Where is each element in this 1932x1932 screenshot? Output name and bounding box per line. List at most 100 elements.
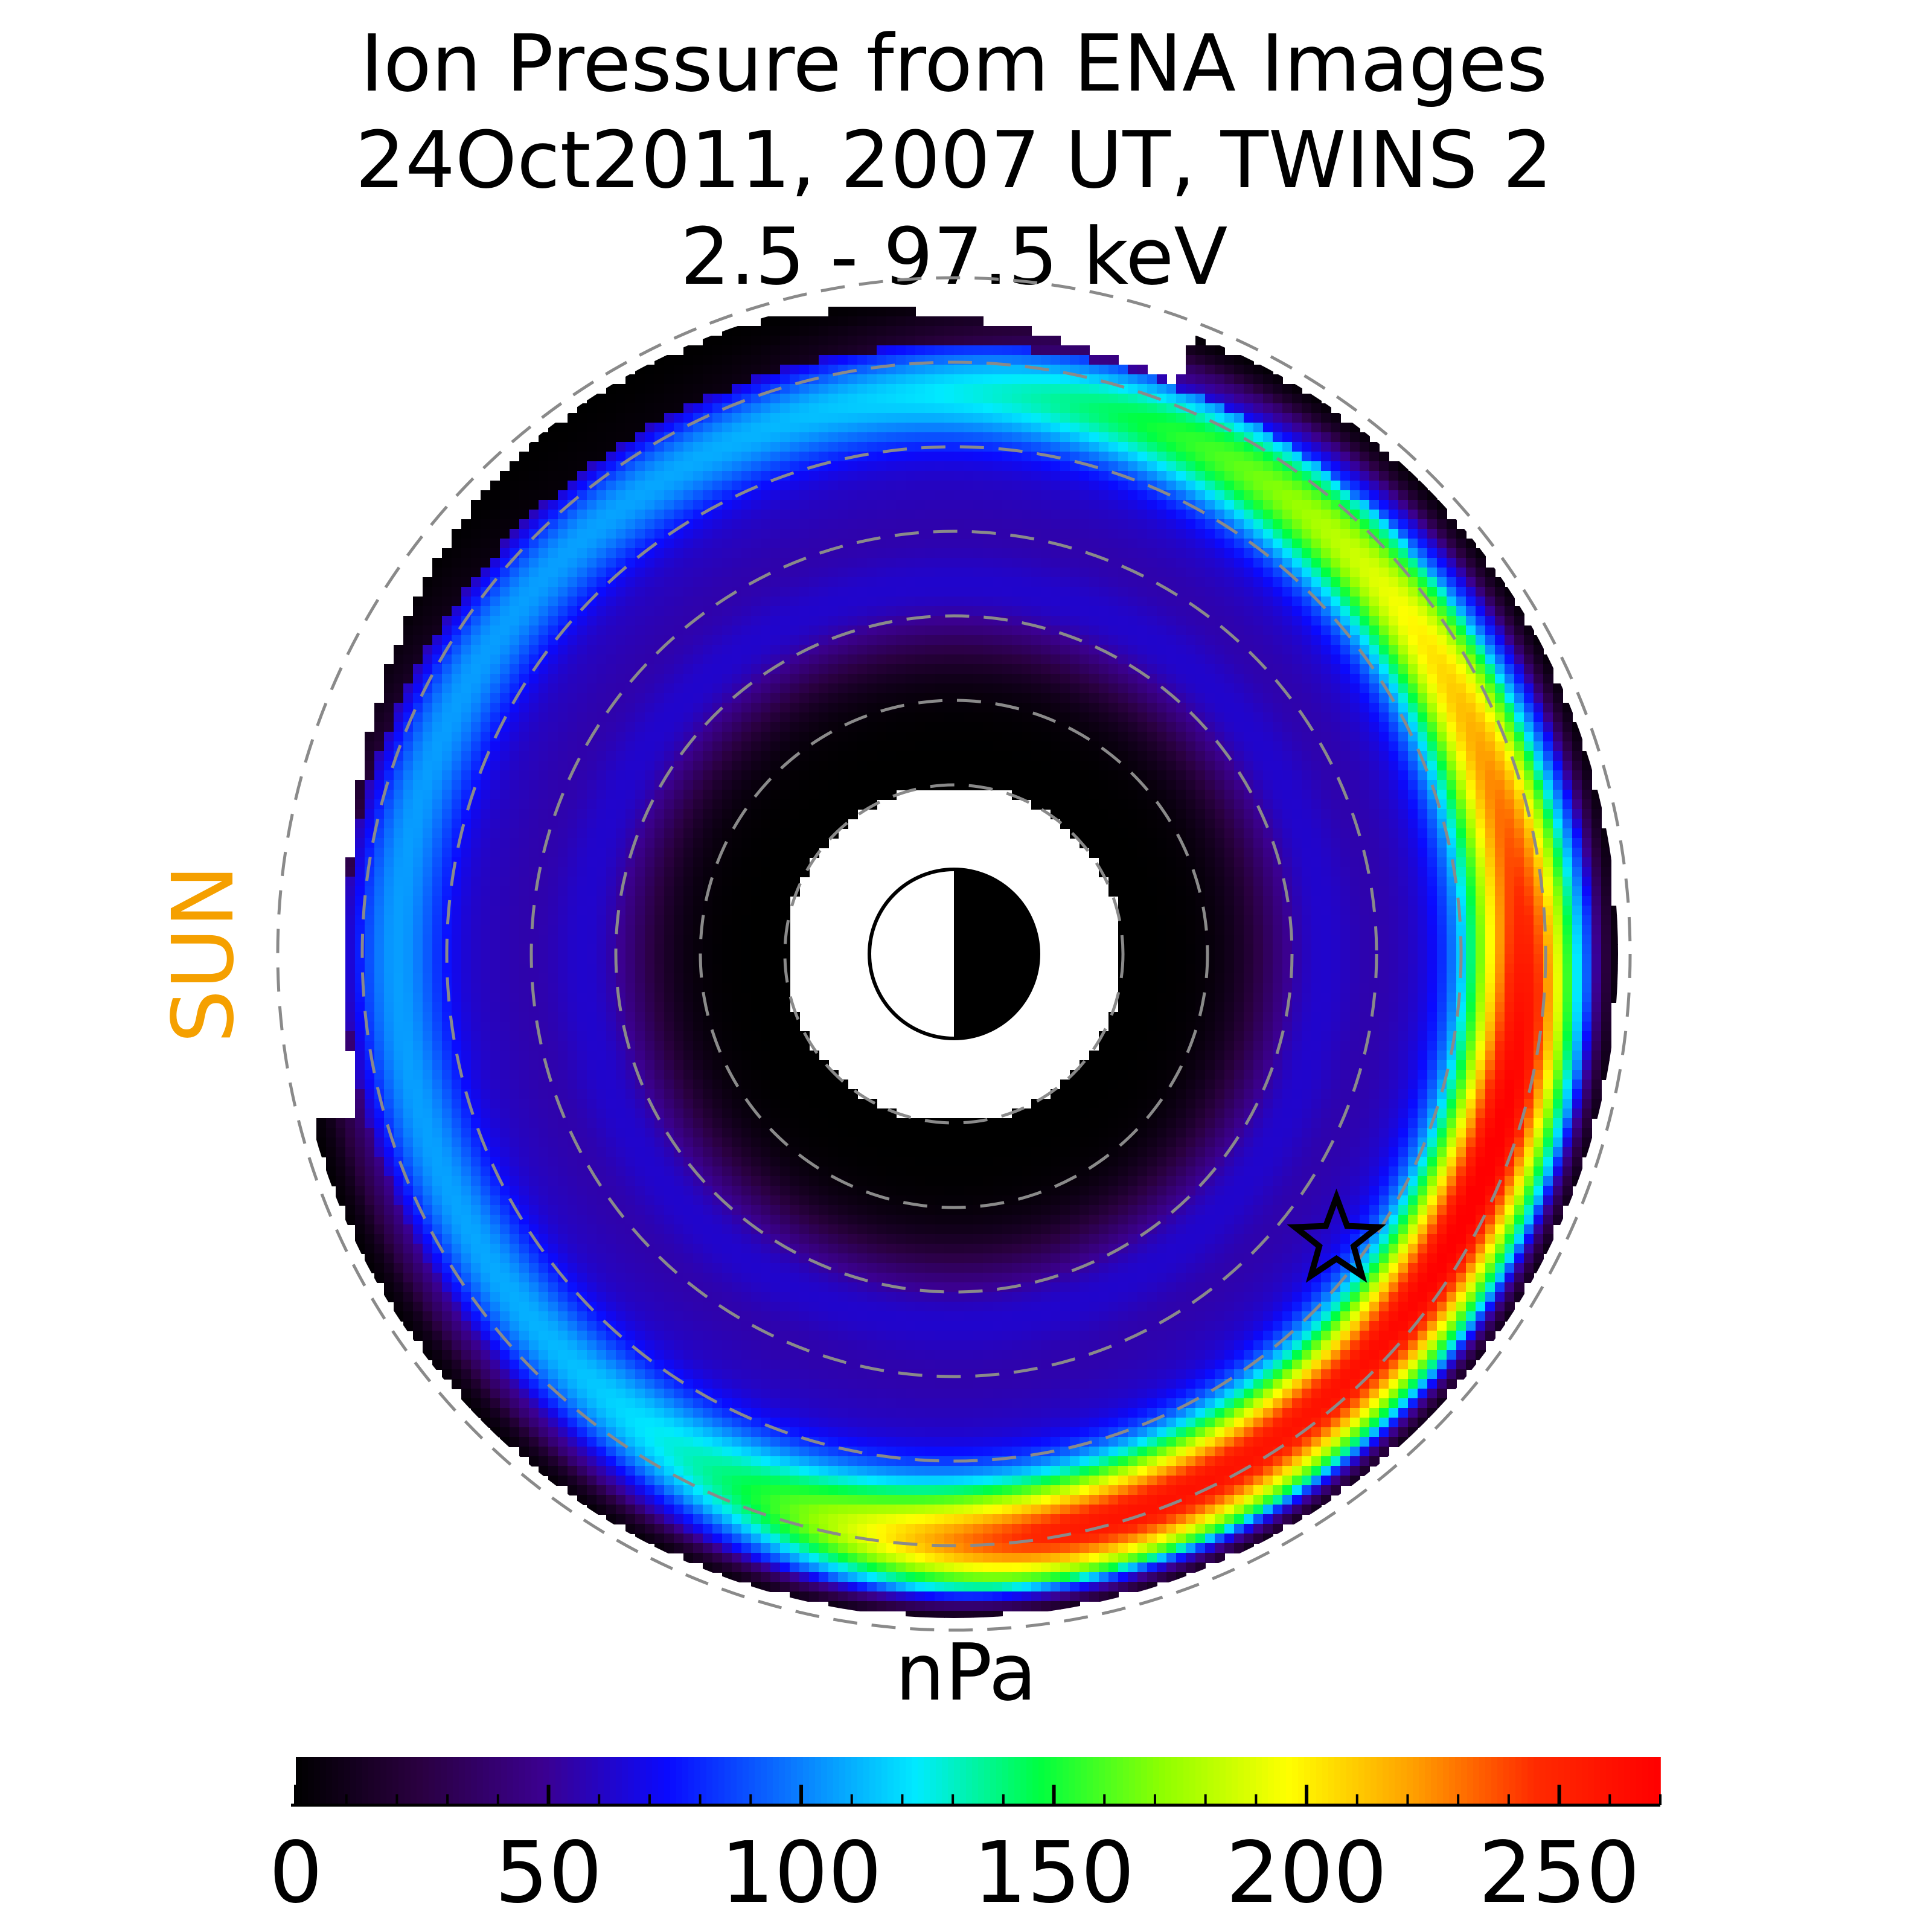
colorbar-segment <box>1129 1757 1136 1805</box>
colorbar-segment <box>1461 1757 1468 1805</box>
colorbar-segment <box>1467 1757 1474 1805</box>
colorbar-segment <box>519 1757 526 1805</box>
colorbar-segment <box>646 1757 653 1805</box>
colorbar-segment <box>1032 1757 1039 1805</box>
colorbar-segment <box>1576 1757 1582 1805</box>
colorbar-segment <box>749 1757 755 1805</box>
colorbar-segment <box>1600 1757 1607 1805</box>
colorbar-segment <box>1232 1757 1238 1805</box>
colorbar-segment <box>743 1757 749 1805</box>
colorbar-segment <box>1389 1757 1395 1805</box>
colorbar-segment <box>1654 1757 1661 1805</box>
sun-label: SUN <box>155 865 253 1043</box>
colorbar-segment <box>308 1757 315 1805</box>
chart-title-line-2: 24Oct2011, 2007 UT, TWINS 2 <box>355 114 1552 206</box>
pressure-heatmap <box>316 307 1618 1618</box>
colorbar-segment <box>1552 1757 1558 1805</box>
colorbar-segment <box>978 1757 985 1805</box>
colorbar-segment <box>737 1757 743 1805</box>
colorbar-segment <box>320 1757 327 1805</box>
colorbar-segment <box>380 1757 387 1805</box>
colorbar-segment <box>960 1757 967 1805</box>
colorbar-segment <box>1226 1757 1232 1805</box>
colorbar-segment <box>1340 1757 1347 1805</box>
colorbar-segment <box>302 1757 309 1805</box>
colorbar-segment <box>809 1757 816 1805</box>
colorbar-segment <box>543 1757 550 1805</box>
colorbar-segment <box>1087 1757 1093 1805</box>
colorbar-tick-label: 200 <box>1226 1824 1387 1922</box>
colorbar-segment <box>1220 1757 1226 1805</box>
colorbar-segment <box>1515 1757 1522 1805</box>
colorbar-segment <box>332 1757 339 1805</box>
colorbar-segment <box>598 1757 604 1805</box>
hotspot-star-marker <box>1287 1188 1386 1283</box>
colorbar-segment <box>1540 1757 1546 1805</box>
colorbar-segment <box>1316 1757 1323 1805</box>
colorbar-segment <box>489 1757 496 1805</box>
colorbar-segment <box>984 1757 991 1805</box>
colorbar-segment <box>507 1757 514 1805</box>
colorbar-segment <box>1624 1757 1631 1805</box>
grid-ring-8re <box>276 276 1632 1632</box>
colorbar-segment <box>1328 1757 1335 1805</box>
colorbar-segment <box>1401 1757 1407 1805</box>
colorbar-segment <box>1177 1757 1184 1805</box>
colorbar-segment <box>1334 1757 1341 1805</box>
colorbar-segment <box>1352 1757 1359 1805</box>
colorbar-segment <box>1419 1757 1425 1805</box>
colorbar-segment <box>1636 1757 1643 1805</box>
colorbar-segment <box>712 1757 719 1805</box>
colorbar-segment <box>628 1757 635 1805</box>
colorbar-segment <box>1527 1757 1534 1805</box>
colorbar-segment <box>1358 1757 1365 1805</box>
colorbar-segment <box>1449 1757 1456 1805</box>
grid-ring-5re <box>529 529 1378 1378</box>
colorbar-segment <box>1618 1757 1625 1805</box>
colorbar-segment <box>1606 1757 1613 1805</box>
earth-nightside <box>954 869 1038 1038</box>
colorbar-segment <box>1431 1757 1438 1805</box>
colorbar-segment <box>1214 1757 1220 1805</box>
colorbar-segment <box>833 1757 840 1805</box>
colorbar-segment <box>483 1757 490 1805</box>
colorbar-segment <box>1002 1757 1009 1805</box>
colorbar-segment <box>924 1757 930 1805</box>
grid-ring-4re <box>614 614 1294 1294</box>
colorbar-segment <box>549 1757 556 1805</box>
colorbar-segment <box>435 1757 441 1805</box>
colorbar-segment <box>1364 1757 1371 1805</box>
colorbar-segment <box>513 1757 520 1805</box>
colorbar-segment <box>634 1757 641 1805</box>
colorbar-segment <box>1051 1757 1057 1805</box>
colorbar-segment <box>453 1757 459 1805</box>
earth-symbol <box>868 868 1040 1040</box>
colorbar-segment <box>423 1757 429 1805</box>
colorbar-segment <box>821 1757 828 1805</box>
grid-ring-3re <box>699 699 1209 1209</box>
colorbar-segment <box>731 1757 737 1805</box>
colorbar-segment <box>1165 1757 1172 1805</box>
colorbar-segment <box>1044 1757 1051 1805</box>
colorbar-segment <box>1546 1757 1552 1805</box>
colorbar-segment <box>767 1757 773 1805</box>
colorbar-segment <box>1081 1757 1087 1805</box>
colorbar-segment <box>362 1757 369 1805</box>
grid-ring-2re <box>783 783 1125 1125</box>
colorbar-segment <box>537 1757 544 1805</box>
colorbar-segment <box>501 1757 508 1805</box>
colorbar-segment <box>948 1757 955 1805</box>
colorbar-segment <box>797 1757 804 1805</box>
colorbar-segment <box>471 1757 478 1805</box>
colorbar <box>296 1757 1661 1805</box>
colorbar-segment <box>1250 1757 1256 1805</box>
colorbar-segment <box>1570 1757 1576 1805</box>
colorbar-segment <box>398 1757 405 1805</box>
colorbar-segment <box>1407 1757 1413 1805</box>
colorbar-segment <box>906 1757 912 1805</box>
colorbar-segment <box>1038 1757 1045 1805</box>
colorbar-tick-label: 150 <box>973 1824 1134 1922</box>
colorbar-segment <box>338 1757 345 1805</box>
colorbar-segment <box>1063 1757 1069 1805</box>
